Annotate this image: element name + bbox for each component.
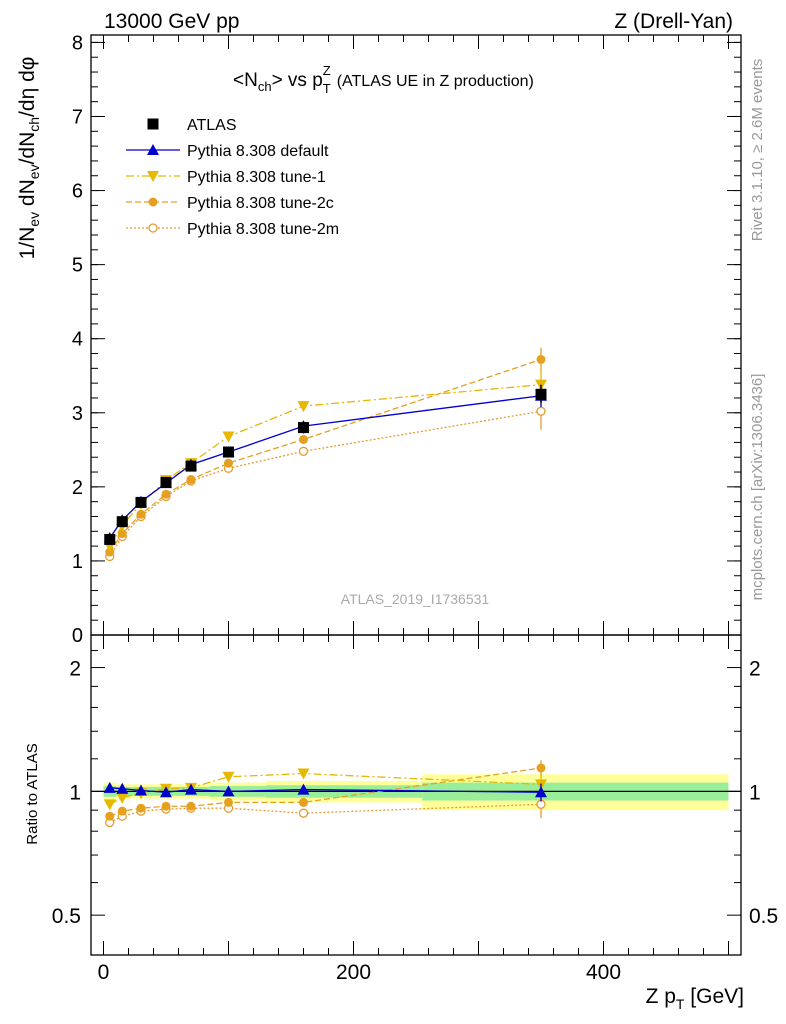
ratio-point xyxy=(224,797,233,807)
ratio-y-tick-label: 0.5 xyxy=(52,905,81,928)
series-line xyxy=(109,383,542,547)
ratio-point xyxy=(298,808,309,818)
ratio-point xyxy=(160,786,172,798)
x-tick-label: 200 xyxy=(336,961,371,984)
legend-entry: Pythia 8.308 tune-1 xyxy=(126,169,326,186)
x-tick-label: 0 xyxy=(98,961,110,984)
data-point xyxy=(223,446,234,458)
ratio-point xyxy=(103,781,116,793)
data-point xyxy=(297,401,310,413)
header-right: Z (Drell-Yan) xyxy=(614,10,733,33)
data-point xyxy=(299,434,308,444)
series-pythia-8-308-default xyxy=(103,384,547,543)
series-line xyxy=(109,395,542,539)
legend-label: Pythia 8.308 tune-1 xyxy=(187,169,326,186)
legend-marker xyxy=(147,171,159,182)
ratio-y-tick-label: 2 xyxy=(69,658,81,681)
legend-label: Pythia 8.308 tune-2c xyxy=(187,195,334,212)
series-pythia-8-308-tune-1 xyxy=(103,369,547,553)
ratio-point xyxy=(116,782,129,794)
ratio-point xyxy=(161,801,171,811)
legend-label: ATLAS xyxy=(187,117,237,134)
y-tick-label: 2 xyxy=(72,477,83,499)
data-point xyxy=(117,529,127,539)
series-line xyxy=(109,358,542,553)
ratio-point xyxy=(185,783,197,795)
data-point xyxy=(161,489,171,499)
legend-entry: Pythia 8.308 tune-2m xyxy=(126,221,339,238)
legend-entry: Pythia 8.308 default xyxy=(126,143,329,160)
y-tick-label: 6 xyxy=(72,181,83,203)
y-tick-label: 3 xyxy=(72,403,83,425)
data-point xyxy=(298,422,309,434)
series-line xyxy=(109,410,542,557)
ratio-point xyxy=(222,771,235,783)
ratio-point xyxy=(535,786,547,798)
y-tick-label: 8 xyxy=(72,32,83,54)
legend-label: Pythia 8.308 tune-2m xyxy=(187,221,339,238)
watermark: ATLAS_2019_I1736531 xyxy=(341,591,490,607)
ratio-point xyxy=(105,811,115,821)
ratio-y-tick-label-right: 2 xyxy=(749,658,761,681)
legend-marker xyxy=(147,144,159,155)
y-tick-label: 5 xyxy=(72,255,83,277)
ratio-point xyxy=(136,803,146,813)
data-point xyxy=(222,431,235,443)
ratio-point xyxy=(103,799,116,811)
data-point xyxy=(136,509,146,519)
ratio-point xyxy=(117,806,127,816)
ratio-point xyxy=(135,784,147,796)
ratio-ylabel: Ratio to ATLAS xyxy=(24,743,41,844)
legend-marker xyxy=(148,223,158,233)
legend-entry: Pythia 8.308 tune-2c xyxy=(126,195,334,212)
data-point xyxy=(535,388,547,400)
data-point xyxy=(116,516,128,528)
legend-label: Pythia 8.308 default xyxy=(187,143,329,160)
data-point xyxy=(536,354,546,364)
ratio-series-pythia-8-308-tune-2m xyxy=(105,791,546,828)
data-point xyxy=(160,476,172,488)
ratio-point xyxy=(297,768,310,780)
ratio-line xyxy=(109,767,542,817)
y-tick-label: 4 xyxy=(72,329,83,351)
ratio-point xyxy=(186,801,196,811)
mcplots-label: mcplots.cern.ch [arXiv:1306.3436] xyxy=(749,374,766,601)
ratio-y-tick-label: 1 xyxy=(69,781,81,804)
y-tick-label: 0 xyxy=(72,625,83,647)
ratio-y-tick-label-right: 1 xyxy=(749,781,761,804)
legend-marker xyxy=(148,197,158,207)
main-ylabel: 1/Nev dNev/dNch/dη dφ xyxy=(16,57,42,260)
series-pythia-8-308-tune-2c xyxy=(105,347,546,557)
ratio-series-pythia-8-308-tune-2c xyxy=(105,760,546,821)
ratio-point xyxy=(297,783,310,795)
x-tick-label: 400 xyxy=(586,961,621,984)
ratio-point xyxy=(536,799,546,809)
legend-entry: ATLAS xyxy=(147,117,237,134)
data-point xyxy=(104,533,116,545)
y-tick-label: 7 xyxy=(72,106,83,128)
ratio-point xyxy=(222,785,235,797)
legend-marker xyxy=(147,118,159,130)
series-pythia-8-308-tune-2m xyxy=(105,392,546,562)
series-atlas xyxy=(104,385,547,545)
data-point xyxy=(298,446,309,456)
data-point xyxy=(186,474,196,484)
ratio-series-pythia-8-308-default xyxy=(103,781,547,802)
data-point xyxy=(224,458,233,468)
data-point xyxy=(185,460,197,472)
ratio-point xyxy=(536,763,546,773)
data-point xyxy=(536,406,546,416)
header-left: 13000 GeV pp xyxy=(104,10,239,33)
ratio-point xyxy=(116,792,129,804)
ratio-line xyxy=(109,803,542,824)
data-point xyxy=(135,496,147,508)
main-title: <Nch> vs pTZ(ATLAS UE in Z production) xyxy=(233,63,534,96)
ratio-point xyxy=(299,797,308,807)
y-tick-label: 1 xyxy=(72,551,83,573)
rivet-label: Rivet 3.1.10, ≥ 2.6M events xyxy=(749,59,766,242)
ratio-frame xyxy=(90,634,742,956)
ratio-y-tick-label-right: 0.5 xyxy=(749,905,778,928)
x-axis-label: Z pT [GeV] xyxy=(646,985,744,1012)
